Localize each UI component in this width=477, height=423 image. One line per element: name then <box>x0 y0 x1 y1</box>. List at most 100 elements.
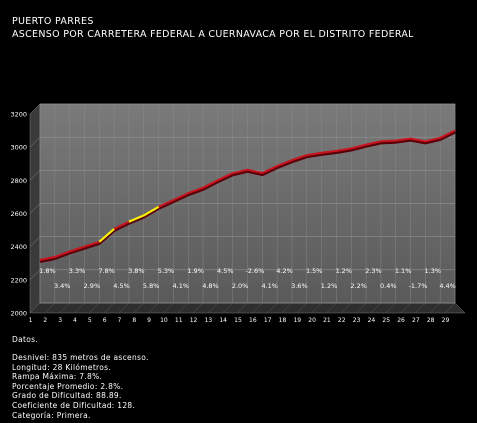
gradient-label: 4.8% <box>202 282 219 290</box>
gradient-label: -2.6% <box>245 267 264 275</box>
profile-line-shadow <box>39 130 456 263</box>
gradient-label: 2.0% <box>232 282 249 290</box>
gradient-label: 4.1% <box>261 282 278 290</box>
x-tick-label: 14 <box>219 317 227 324</box>
chart-header: PUERTO PARRES ASCENSO POR CARRETERA FEDE… <box>12 15 414 41</box>
x-floor-line <box>148 302 159 314</box>
x-floor-line <box>237 302 248 314</box>
gradient-label: 1.5% <box>306 267 323 275</box>
x-floor-line <box>192 302 204 314</box>
x-tick-label: 15 <box>234 317 242 324</box>
gradient-label: 7.8% <box>98 267 115 275</box>
gradient-label: -1.7% <box>409 282 428 290</box>
chart-title: PUERTO PARRES <box>12 16 94 27</box>
x-tick-label: 2 <box>43 317 47 324</box>
x-tick-label: 1 <box>29 317 33 324</box>
stat-average-gradient: Porcentaje Promedio: 2.8%. <box>12 381 124 391</box>
x-floor-line <box>355 302 367 314</box>
y-tick-label: 3000 <box>10 144 27 152</box>
stat-difficulty-grade: Grado de Dificultad: 88.89. <box>12 391 122 401</box>
x-floor-line <box>29 302 41 314</box>
x-floor-line <box>444 302 456 314</box>
gradient-label: 5.3% <box>158 267 175 275</box>
x-tick-label: 10 <box>160 317 168 324</box>
x-tick-label: 12 <box>190 317 198 324</box>
gradient-label: 3.8% <box>128 267 145 275</box>
x-tick-label: 4 <box>73 317 77 324</box>
stat-difficulty-coefficient: Coeficiente de Dificultad: 128. <box>12 400 136 410</box>
x-tick-label: 8 <box>132 317 136 324</box>
stats-panel: Datos. Desnivel: 835 metros de ascenso. … <box>12 335 149 420</box>
y-grid-side-line <box>29 269 41 281</box>
x-floor-line <box>118 302 130 314</box>
stat-elevation-gain: Desnivel: 835 metros de ascenso. <box>12 353 149 362</box>
gradient-label: 1.3% <box>425 267 442 275</box>
gradient-label: 4.5% <box>217 267 234 275</box>
gradient-label: 5.8% <box>143 282 160 290</box>
x-tick-label: 13 <box>205 317 213 324</box>
x-floor-line <box>326 302 337 314</box>
stat-max-gradient: Rampa Máxima: 7.8%. <box>12 372 103 382</box>
x-floor-line <box>400 302 411 314</box>
stat-category: Categoría: Primera. <box>12 410 91 420</box>
x-floor-line <box>133 302 144 314</box>
x-floor-line <box>415 302 426 314</box>
x-tick-label: 29 <box>442 317 450 324</box>
x-floor-line <box>207 302 218 314</box>
x-floor-line <box>267 302 278 314</box>
x-floor-line <box>74 302 85 314</box>
x-floor-line <box>341 302 352 314</box>
gradient-label: 1.9% <box>187 267 204 275</box>
x-tick-label: 6 <box>103 317 107 324</box>
x-tick-label: 7 <box>118 317 122 324</box>
y-tick-label: 3200 <box>10 111 27 119</box>
gradient-label: 2.2% <box>350 282 367 290</box>
stats-heading: Datos. <box>12 335 38 344</box>
y-tick-label: 2600 <box>10 210 27 218</box>
gradient-label: 4.1% <box>173 282 190 290</box>
y-tick-label: 2800 <box>10 177 27 185</box>
x-tick-label: 5 <box>88 317 92 324</box>
stat-length: Longitud: 28 Kilómetros. <box>12 362 112 372</box>
x-floor-line <box>252 302 263 314</box>
x-floor-line <box>296 302 307 314</box>
x-floor-line <box>178 302 189 314</box>
y-grid-side-line <box>29 103 41 115</box>
gradient-label: 1.2% <box>336 267 353 275</box>
y-tick-label: 2000 <box>10 310 27 318</box>
gradient-label: 4.4% <box>439 282 456 290</box>
gradient-label: 2.9% <box>84 282 101 290</box>
gradient-label: 4.5% <box>113 282 130 290</box>
y-grid-side-line <box>29 236 41 247</box>
x-floor-line <box>311 302 322 314</box>
gradient-label: 4.2% <box>276 267 293 275</box>
x-floor-line <box>163 302 174 314</box>
gradient-label: 3.3% <box>69 267 86 275</box>
x-tick-label: 17 <box>264 317 272 324</box>
x-floor-line <box>89 302 100 314</box>
x-tick-label: 24 <box>368 317 376 324</box>
gradient-label: 3.6% <box>291 282 308 290</box>
x-tick-label: 26 <box>397 317 405 324</box>
x-tick-label: 9 <box>147 317 151 324</box>
steep-segment-highlight <box>98 228 115 243</box>
x-floor-line <box>59 302 70 314</box>
x-tick-label: 21 <box>323 317 331 324</box>
chart-subtitle: ASCENSO POR CARRETERA FEDERAL A CUERNAVA… <box>12 29 414 40</box>
x-floor-line <box>281 302 293 314</box>
steep-segment-highlight <box>128 205 160 223</box>
gradient-label: 1.1% <box>395 267 412 275</box>
gradient-label: 1.2% <box>321 282 338 290</box>
gradient-label: 0.4% <box>380 282 397 290</box>
x-tick-label: 28 <box>427 317 435 324</box>
x-floor-line <box>44 302 55 314</box>
x-tick-label: 27 <box>412 317 420 324</box>
y-grid-side-line <box>29 203 41 214</box>
x-tick-label: 3 <box>58 317 62 324</box>
x-floor-line <box>103 302 115 314</box>
y-grid-side-line <box>29 136 41 148</box>
y-tick-label: 2200 <box>10 276 27 284</box>
y-grid-side-line <box>29 170 41 181</box>
gradient-label: 1.8% <box>39 267 56 275</box>
